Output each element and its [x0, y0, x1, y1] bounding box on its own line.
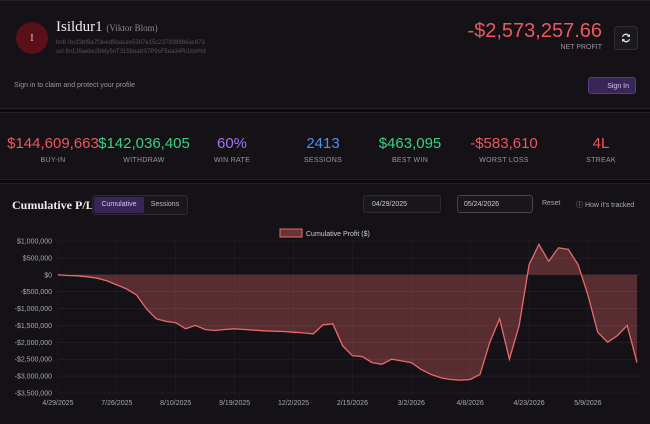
x-tick-label: 5/9/2026: [574, 400, 601, 407]
area: [58, 244, 637, 381]
stat-value: $142,036,405: [98, 135, 190, 152]
x-tick-label: 4/23/2026: [513, 400, 544, 407]
y-tick-label: -$500,000: [20, 289, 52, 296]
x-tick-label: 8/10/2025: [160, 400, 191, 407]
tab-group: Cumulative Sessions: [92, 195, 188, 215]
reset-button[interactable]: Reset: [542, 200, 561, 207]
y-tick-label: -$2,500,000: [15, 357, 52, 364]
stat-label: BUY-IN: [40, 157, 66, 164]
x-tick-label: 4/8/2026: [457, 400, 484, 407]
date-from[interactable]: 04/29/2025: [363, 195, 441, 213]
net-profit: -$2,573,257.66: [467, 20, 602, 42]
stat-value: 4L: [592, 135, 610, 152]
stat-label: WORST LOSS: [479, 157, 529, 164]
refresh-icon: [622, 33, 630, 43]
claim-text: Sign in to claim and protect your profil…: [14, 82, 136, 89]
chart-panel: Cumulative P/L Cumulative Sessions 04/29…: [0, 183, 650, 424]
y-tick-label: -$1,000,000: [15, 306, 52, 313]
stat-value: $463,095: [378, 135, 442, 152]
address: bnb 0xcf3bf9a7f3eed9ba1ee5387e15c2379388…: [56, 40, 205, 46]
y-tick-label: -$2,000,000: [15, 340, 52, 347]
x-tick-label: 3/2/2026: [398, 400, 425, 407]
tab[interactable]: Sessions: [150, 201, 180, 208]
y-tick-label: $0: [44, 272, 52, 279]
stats-bar: $144,609,663 BUY-IN $142,036,405 WITHDRAW 60…: [0, 112, 650, 180]
help-text: How it's tracked: [584, 202, 635, 209]
real-name: (Viktor Blom): [106, 23, 158, 33]
stat-label: WIN RATE: [213, 157, 251, 164]
line: [57, 243, 638, 381]
help-link[interactable]: ⓘ How it's tracked: [576, 202, 635, 209]
stat-label: STREAK: [586, 157, 616, 164]
y-tick-label: -$3,000,000: [15, 374, 52, 381]
legend-swatch: [279, 228, 303, 238]
stat-label: BEST WIN: [391, 157, 429, 164]
x-tick-label: 9/19/2025: [219, 400, 250, 407]
y-tick-label: -$1,500,000: [15, 323, 52, 330]
legend-label: Cumulative Profit ($): [306, 231, 370, 238]
address: sol 8n1J6aebv2bMy5nT315boabS7P9sF5ea34Ri…: [56, 49, 206, 55]
y-tick-label: $500,000: [23, 255, 52, 262]
profile-header: I Isildur1 (Viktor Blom) bnb 0xcf3bf9a7f…: [0, 0, 650, 109]
x-tick-label: 4/29/2025: [42, 400, 73, 407]
tab[interactable]: Cumulative: [94, 197, 144, 213]
avatar: I: [16, 22, 48, 54]
x-tick-label: 7/26/2025: [101, 400, 132, 407]
player-name: Isildur1 (Viktor Blom): [56, 19, 158, 36]
x-tick-label: 12/2/2025: [278, 400, 309, 407]
sign-in-button[interactable]: Sign In: [588, 77, 636, 94]
y-tick-label: -$3,500,000: [15, 391, 52, 398]
net-profit-label: NET PROFIT: [560, 44, 602, 51]
date-to[interactable]: 05/24/2026: [457, 195, 533, 213]
stat-value: $144,609,663: [7, 135, 99, 152]
x-tick-label: 2/15/2026: [337, 400, 368, 407]
stat-label: SESSIONS: [303, 157, 343, 164]
stat-value: 60%: [216, 135, 248, 152]
stat-value: 2413: [306, 135, 340, 152]
name: Isildur1: [56, 19, 103, 35]
refresh-button[interactable]: [614, 26, 638, 50]
stat-label: WITHDRAW: [123, 157, 165, 164]
stat-value: -$583,610: [470, 135, 538, 152]
y-tick-label: $1,000,000: [17, 239, 52, 246]
chart: $1,000,000 $500,000 $0 -$500,000 -$1,000,000…: [15, 228, 640, 407]
panel-title: Cumulative P/L: [12, 198, 94, 212]
